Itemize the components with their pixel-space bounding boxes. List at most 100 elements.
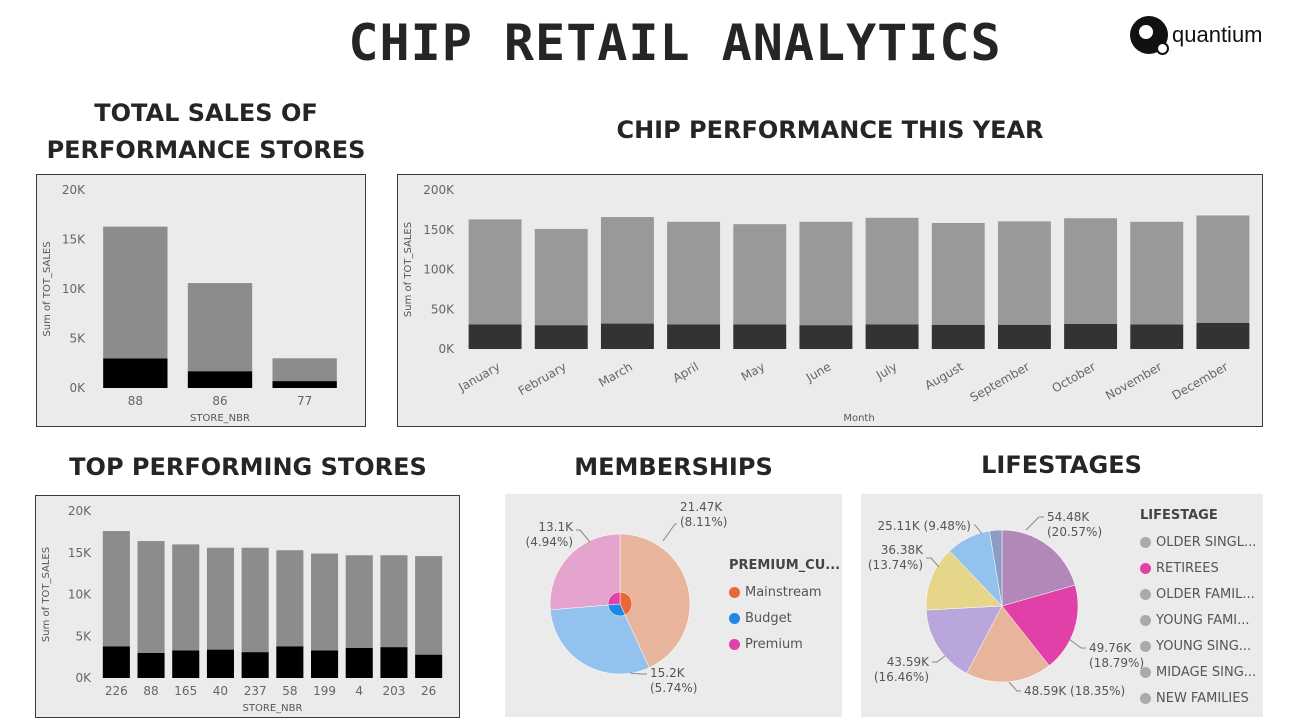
legend-dot-icon [729,586,740,598]
y-tick-label: 20K [62,183,86,197]
pie-slice [549,533,621,611]
pie-slice [619,533,691,668]
leader-line [1068,638,1086,649]
x-tick-label: 226 [105,684,128,698]
y-tick-label: 20K [68,504,92,518]
x-tick-label: 4 [355,684,363,698]
x-tick-label: August [922,359,966,392]
bar-segment-lower [103,358,168,388]
bar-segment-upper [865,217,919,325]
top-stores-panel[interactable]: 0K 5K 10K 15K 20K 226 88 165 40 237 58 199 4 203 26 STO… [35,495,460,718]
legend-label: YOUNG FAMI... [1156,612,1250,628]
legend-dot-icon [1140,562,1151,574]
y-axis-label: Sum of TOT_SALES [42,241,53,336]
chip-performance-panel[interactable]: 0K 50K 100K 150K 200K January February March Apr… [397,174,1263,427]
legend-item[interactable]: NEW FAMILIES [1140,685,1256,711]
bar-segment-lower [345,647,373,678]
x-tick-label: 165 [174,684,197,698]
x-tick-label: July [873,359,900,382]
x-tick-label: 40 [213,684,228,698]
data-label: (4.94%) [526,535,573,549]
legend-item[interactable]: RETIREES [1140,555,1256,581]
bar-segment-lower [311,650,339,678]
x-tick-label: March [596,359,635,389]
total-sales-title: TOTAL SALES OF PERFORMANCE STORES [46,99,366,164]
legend-item[interactable]: OLDER FAMIL... [1140,581,1256,607]
x-tick-label: May [739,359,767,384]
leader-line [932,655,946,663]
bar-segment-upper [1130,221,1184,325]
bar-segment-upper [241,547,269,653]
legend-item[interactable]: MIDAGE SING... [1140,659,1256,685]
legend-label: MIDAGE SING... [1156,664,1257,680]
data-label: 21.47K [680,500,723,514]
legend-item[interactable]: Premium [729,631,840,657]
bar-segment-lower [241,652,269,678]
pie-slice [1001,529,1076,607]
logo-text: quantium [1172,22,1263,47]
legend-item[interactable]: YOUNG SING... [1140,633,1256,659]
legend-dot-icon [729,612,740,624]
x-tick-label: January [455,359,502,394]
x-tick-label: 86 [212,394,227,408]
data-label: 43.59K [887,655,930,669]
data-label: (16.46%) [874,670,929,684]
x-tick-label: 88 [143,684,158,698]
bar-segment-upper [931,222,985,325]
legend-dot-icon [1140,588,1151,600]
bar-segment-upper [415,556,443,655]
legend-label: Mainstream [745,584,822,600]
data-label: 54.48K [1047,510,1090,524]
y-tick-label: 15K [62,233,86,247]
x-tick-label: April [670,359,701,385]
bar-segment-lower [187,371,253,388]
memberships-legend: PREMIUM_CU... Mainstream Budget Premium [729,558,840,657]
bar-segment-upper [172,544,200,651]
data-label: (5.74%) [650,681,697,695]
legend-item[interactable]: Budget [729,605,840,631]
y-tick-label: 0K [69,381,86,395]
legend-label: Premium [745,636,803,652]
pie-slice [619,591,633,616]
y-tick-label: 0K [438,342,455,356]
y-tick-label: 15K [68,546,92,560]
y-tick-label: 10K [62,282,86,296]
bar-segment-lower [1196,322,1250,349]
legend-item[interactable]: Mainstream [729,579,840,605]
top-stores-title: TOP PERFORMING STORES [69,453,427,481]
memberships-panel[interactable]: 21.47K (8.11%) 15.2K (5.74%) 13.1K (4.94%) PR… [505,494,842,717]
bar-segment-lower [172,650,200,678]
legend-dot-icon [1140,666,1151,678]
bar-segment-upper [997,221,1051,325]
pie-slice [1001,584,1079,666]
pie-slice [549,603,650,675]
top-stores-chart: 0K 5K 10K 15K 20K 226 88 165 40 237 58 199 4 203 26 STO… [41,504,443,714]
legend-dot-icon [1140,614,1151,626]
bar-segment-upper [272,358,337,382]
bar-segment-upper [103,226,168,359]
legend-item[interactable]: YOUNG FAMI... [1140,607,1256,633]
y-tick-label: 100K [423,263,455,277]
bar-segment-upper [534,228,588,326]
memberships-chart: 21.47K(8.11%) 15.2K(5.74%) 13.1K(4.94%) [526,500,728,695]
bar-segment-lower [1064,323,1118,349]
legend-label: NEW FAMILIES [1156,690,1249,706]
y-tick-label: 200K [423,183,455,197]
legend-item[interactable]: OLDER SINGL... [1140,529,1256,555]
leader-line [1008,681,1021,692]
bar-segment-lower [799,325,853,349]
pie-slice [989,529,1003,607]
leader-line [662,523,677,542]
bar-segment-lower [276,646,304,678]
bar-segment-lower [865,324,919,349]
bar-segment-lower [534,325,588,349]
x-tick-label: 58 [282,684,297,698]
lifestages-panel[interactable]: 54.48K (20.57%) 49.76K (18.79%) 48.59K (18.3… [861,494,1263,717]
bar-segment-upper [799,221,853,326]
y-tick-label: 0K [75,671,92,685]
total-sales-panel[interactable]: 0K 5K 10K 15K 20K 88 86 77 STORE_NBR Sum of TOT_S… [36,174,366,427]
logo-mark-icon [1130,16,1169,55]
x-tick-label: September [967,359,1031,404]
bar-segment-lower [206,649,234,678]
y-tick-label: 150K [423,223,455,237]
